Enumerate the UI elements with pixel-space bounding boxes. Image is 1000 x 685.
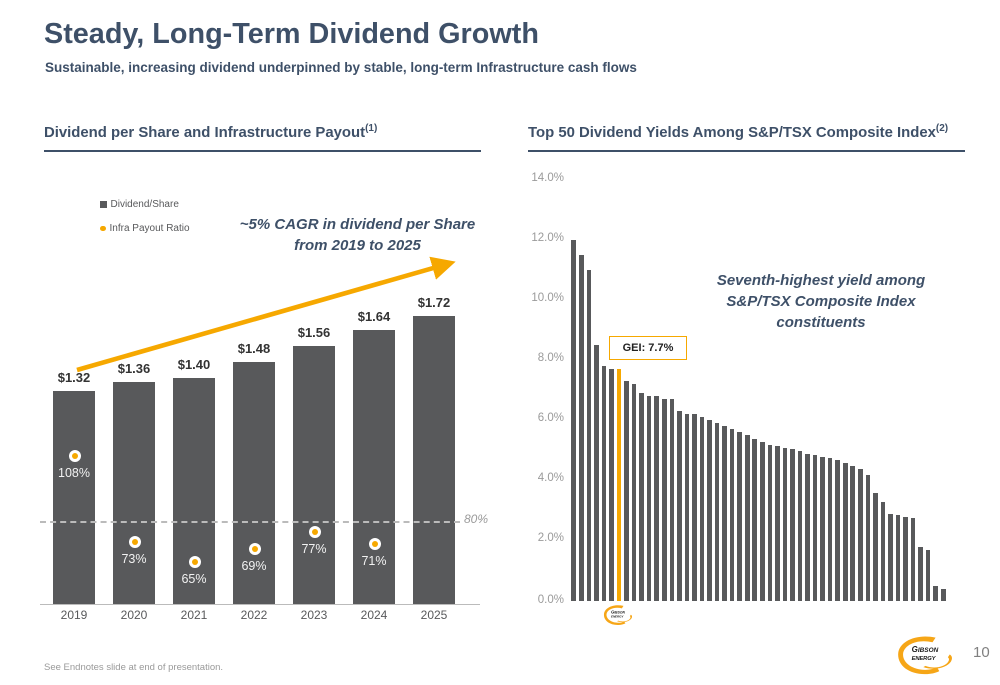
svg-text:GIBSON: GIBSON xyxy=(611,609,625,614)
svg-text:GIBSON: GIBSON xyxy=(912,645,939,654)
svg-text:ENERGY: ENERGY xyxy=(611,614,624,618)
svg-text:ENERGY: ENERGY xyxy=(912,656,937,662)
